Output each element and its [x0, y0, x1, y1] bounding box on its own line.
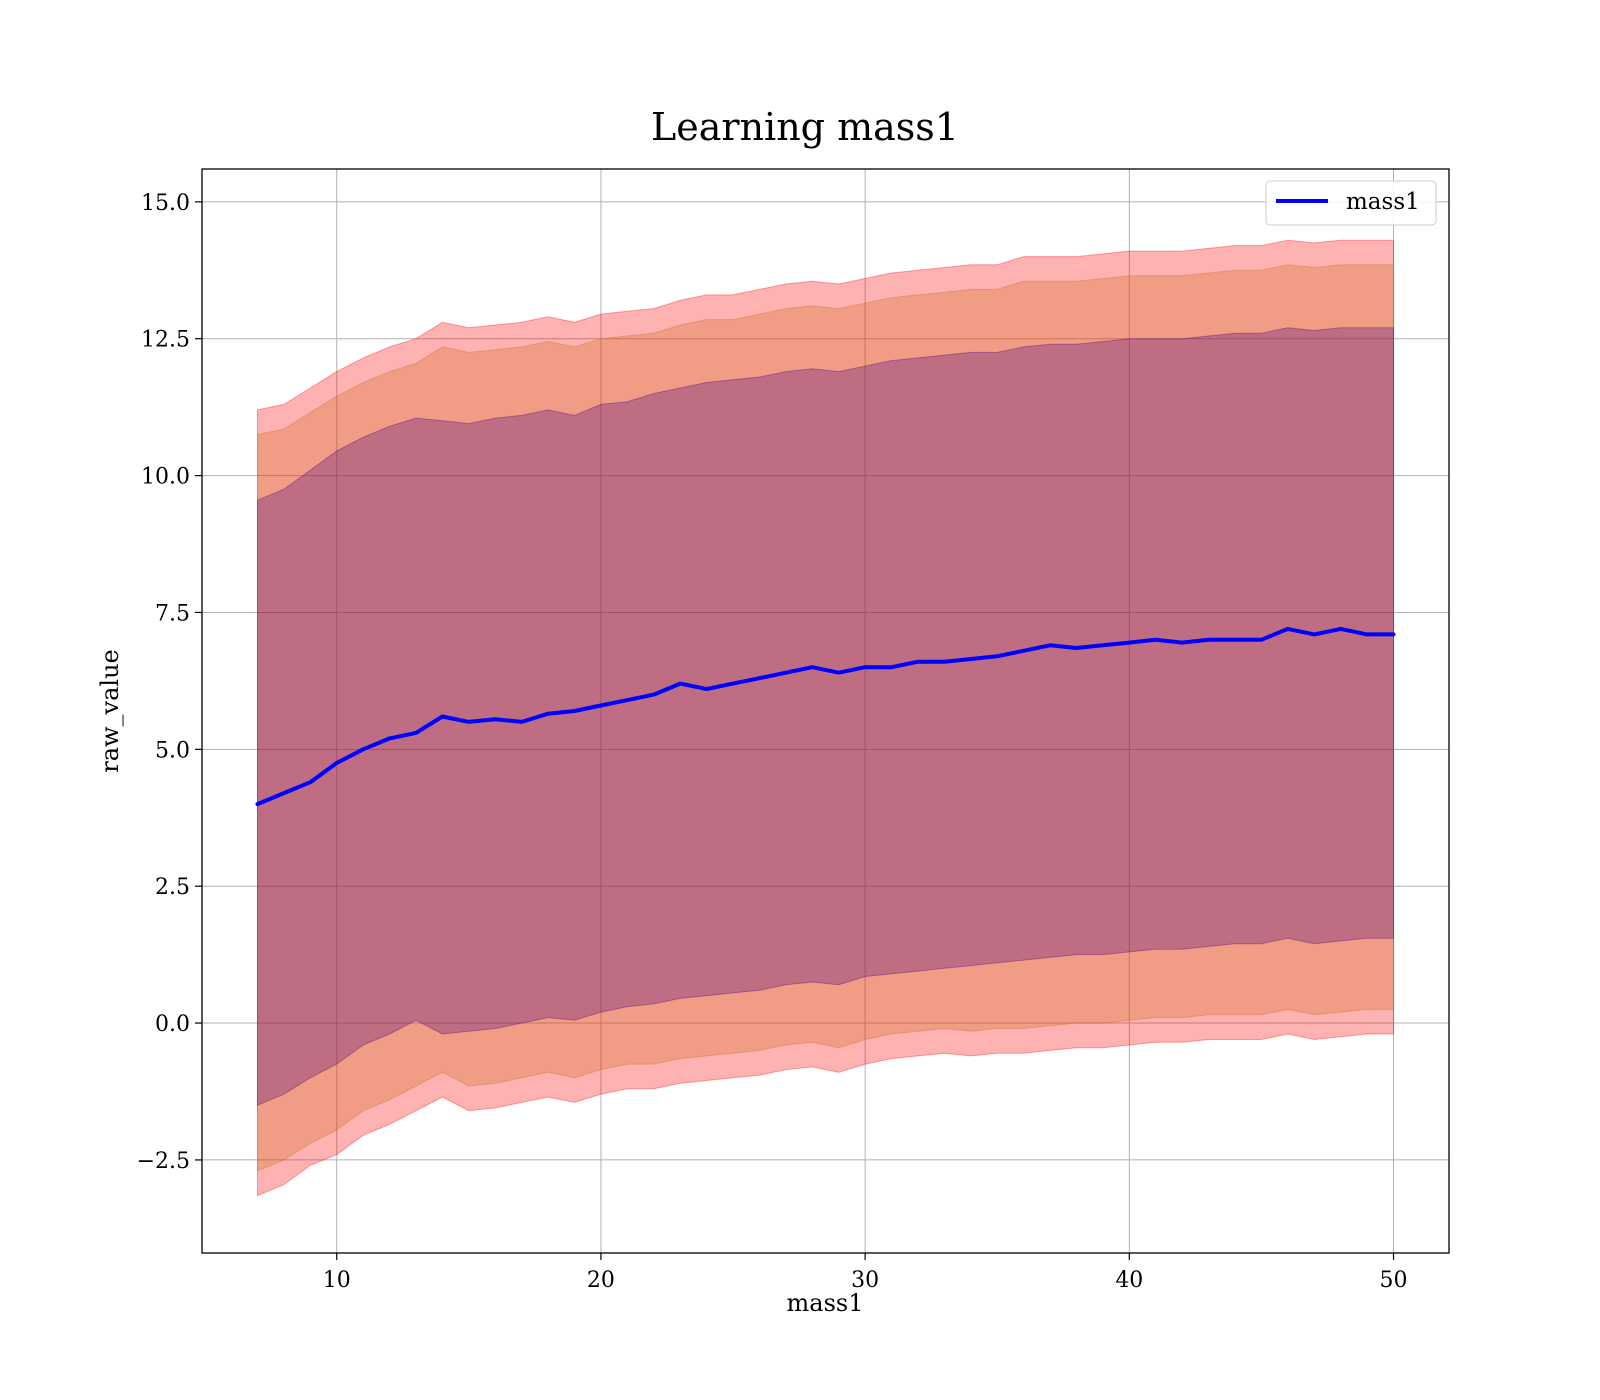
x-tick-label: 30	[851, 1268, 879, 1293]
y-axis-ticks: −2.5 0.0 2.5 5.0 7.5 10.0 12.5 15.0	[137, 191, 202, 1174]
legend-box	[1265, 180, 1437, 226]
y-tick-label: 10.0	[141, 465, 190, 490]
confidence-bands	[257, 239, 1394, 1197]
x-axis-label: mass1	[787, 1289, 864, 1317]
x-tick-label: 20	[587, 1268, 615, 1293]
y-tick-label: 0.0	[155, 1012, 190, 1037]
confidence-band-outer	[257, 239, 1394, 1197]
x-tick-label: 50	[1380, 1268, 1408, 1293]
confidence-band-middle	[257, 264, 1394, 1172]
x-axis-ticks: 10 20 30 40 50	[323, 1253, 1408, 1293]
x-tick-label: 10	[323, 1268, 351, 1293]
y-tick-label: 7.5	[155, 601, 190, 626]
confidence-band-inner	[257, 327, 1394, 1106]
y-tick-label: 15.0	[141, 191, 190, 216]
series-line-mass1	[255, 626, 1396, 807]
series-lines	[255, 626, 1396, 807]
y-axis-label: raw_value	[96, 649, 124, 773]
y-tick-label: 2.5	[155, 875, 190, 900]
legend-label-mass1: mass1	[1346, 189, 1420, 215]
x-tick-label: 40	[1115, 1268, 1143, 1293]
y-tick-label: 12.5	[141, 328, 190, 353]
y-tick-label: 5.0	[155, 738, 190, 763]
plot-frame	[201, 168, 1450, 1254]
grid-lines	[202, 169, 1449, 1253]
chart-title: Learning mass1	[651, 105, 959, 149]
legend: mass1	[1265, 180, 1437, 226]
y-tick-label: −2.5	[137, 1149, 190, 1174]
